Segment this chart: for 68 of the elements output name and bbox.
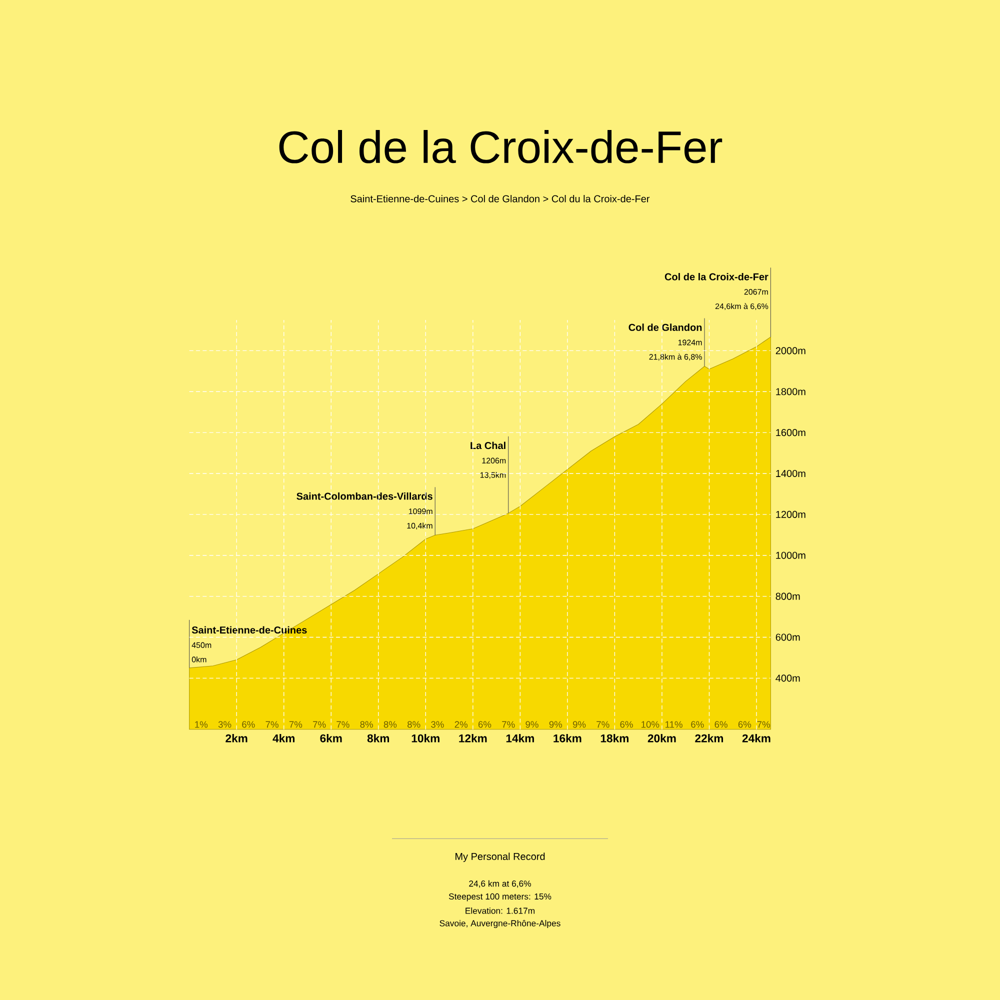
text: 2067m <box>744 289 768 295</box>
annotation: 6% <box>691 721 704 728</box>
annotation: 6% <box>714 721 728 728</box>
x-tick-label: 2km <box>226 734 248 742</box>
annotation: 1099m <box>408 508 432 514</box>
annotation: 1206m <box>482 458 506 464</box>
text: 24,6 km at 6,6% <box>469 880 531 888</box>
annotation: Saint-Colomban-des-Villards <box>296 492 432 500</box>
annotation: 21,8km à 6,8% <box>649 354 702 361</box>
x-tick-label: 18km <box>600 734 628 742</box>
chart-subtitle: Saint-Etienne-de-Cuines > Col de Glandon > Col du la Croix-de-Fer <box>350 194 650 202</box>
x-tick-label: 24km <box>742 734 770 742</box>
annotation: 3% <box>218 721 232 728</box>
chart-title: Col de la Croix-de-Fer <box>279 130 722 164</box>
annotation: 7% <box>757 721 770 728</box>
annotation: 9% <box>549 721 562 728</box>
x-tick-label: 22km <box>695 734 724 742</box>
text: Steepest 100 meters: 15% <box>448 893 552 902</box>
text: My Personal Record <box>456 852 545 862</box>
x-tick-label: 6km <box>320 734 342 742</box>
x-tick-label: 14km <box>506 734 534 742</box>
y-tick-label: 2000m <box>776 347 806 354</box>
annotation: 10,4km <box>407 522 432 530</box>
annotation: 13,5km <box>480 472 506 479</box>
y-tick-label: 1400m <box>776 470 806 478</box>
annotation: 6% <box>620 721 633 728</box>
x-tick-label: 20km <box>648 734 676 742</box>
annotation: 3% <box>431 721 444 728</box>
annotation: 7% <box>596 721 610 728</box>
annotation: 6% <box>242 721 255 728</box>
annotation: 8% <box>360 721 373 728</box>
annotation: 450m <box>192 642 212 648</box>
y-tick-label: 400m <box>776 674 800 682</box>
annotation: 7% <box>266 721 278 728</box>
annotation: 9% <box>526 721 538 728</box>
annotation: La Chal <box>470 442 506 450</box>
annotation: 7% <box>313 721 326 728</box>
annotation: 1% <box>195 721 208 728</box>
text: Savoie, Auvergne-Rhône-Alpes <box>440 920 560 928</box>
y-tick-label: 1000m <box>776 552 806 559</box>
annotation: 7% <box>336 721 350 728</box>
annotation: 10% <box>642 721 660 728</box>
annotation: Saint-Etienne-de-Cuines <box>192 626 307 634</box>
annotation: 7% <box>289 721 302 728</box>
text: 24,6km à 6,6% <box>715 303 768 310</box>
annotation: 6% <box>478 721 492 728</box>
y-tick-label: 1800m <box>776 388 806 396</box>
x-tick-label: 4km <box>272 734 294 742</box>
annotation: 2% <box>454 721 468 728</box>
x-tick-label: 8km <box>367 734 390 742</box>
y-tick-label: 1200m <box>776 510 806 518</box>
y-tick-label: 800m <box>776 592 800 600</box>
annotation: 0km <box>192 656 206 662</box>
annotation: 1924m <box>678 340 702 346</box>
x-tick-label: 16km <box>554 734 582 742</box>
annotation: 8% <box>384 721 397 728</box>
annotation: 9% <box>572 721 586 728</box>
y-tick-label: 1600m <box>776 429 806 436</box>
annotation: 11% <box>666 721 682 728</box>
annotation: Col de la Croix-de-Fer <box>664 272 768 280</box>
x-tick-label: 10km <box>412 734 440 742</box>
annotation: 8% <box>407 721 420 728</box>
annotation: 6% <box>738 721 752 728</box>
annotation: Col de Glandon <box>628 324 702 331</box>
y-tick-label: 600m <box>776 634 800 641</box>
text: Elevation: 1.617m <box>466 907 535 914</box>
annotation: 7% <box>502 721 515 728</box>
x-tick-label: 12km <box>459 734 487 742</box>
